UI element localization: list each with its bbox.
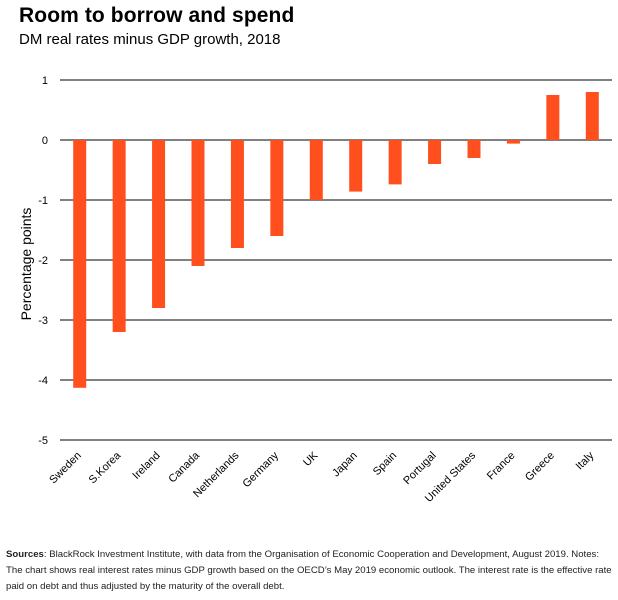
source-label: Sources [6, 549, 44, 560]
y-tick-label: -2 [38, 255, 48, 267]
bar [349, 140, 363, 192]
bar [191, 140, 205, 266]
x-tick-label: S.Korea [87, 449, 124, 486]
bar [388, 140, 402, 185]
x-tick-label: France [485, 450, 518, 483]
x-tick-label: Japan [330, 450, 360, 480]
x-tick-label: Spain [371, 450, 399, 478]
y-tick-label: 1 [42, 75, 48, 87]
bar [112, 140, 126, 332]
bar [270, 140, 284, 236]
chart-subtitle: DM real rates minus GDP growth, 2018 [19, 31, 281, 48]
x-tick-label: Greece [523, 450, 557, 484]
bar [428, 140, 442, 164]
y-tick-label: -3 [38, 315, 48, 327]
chart-title: Room to borrow and spend [19, 4, 295, 27]
x-tick-label: UK [301, 449, 321, 469]
x-tick-label: Germany [240, 449, 281, 490]
x-tick-label: Ireland [130, 450, 162, 482]
x-tick-label: Portugal [401, 450, 438, 487]
y-tick-label: -1 [38, 195, 48, 207]
bar [152, 140, 166, 308]
source-note: Sources: BlackRock Investment Institute,… [6, 547, 614, 595]
bar [73, 140, 87, 388]
bar [309, 140, 323, 200]
bar [506, 140, 520, 144]
bar [585, 92, 599, 140]
y-tick-label: 0 [42, 135, 48, 147]
bar [467, 140, 481, 158]
x-tick-label: Canada [166, 449, 202, 485]
bar [230, 140, 244, 248]
bar-chart: 1 0 -1 -2 -3 -4 -5 Percentage points Sweden S.Kor… [18, 75, 612, 505]
source-text: : BlackRock Investment Institute, with d… [6, 549, 612, 592]
x-tick-label: Sweden [47, 450, 84, 487]
y-axis-label: Percentage points [18, 208, 34, 321]
x-tick-label: Italy [574, 449, 597, 472]
y-tick-label: -5 [38, 435, 48, 447]
bar [546, 95, 560, 140]
y-tick-label: -4 [38, 375, 48, 387]
